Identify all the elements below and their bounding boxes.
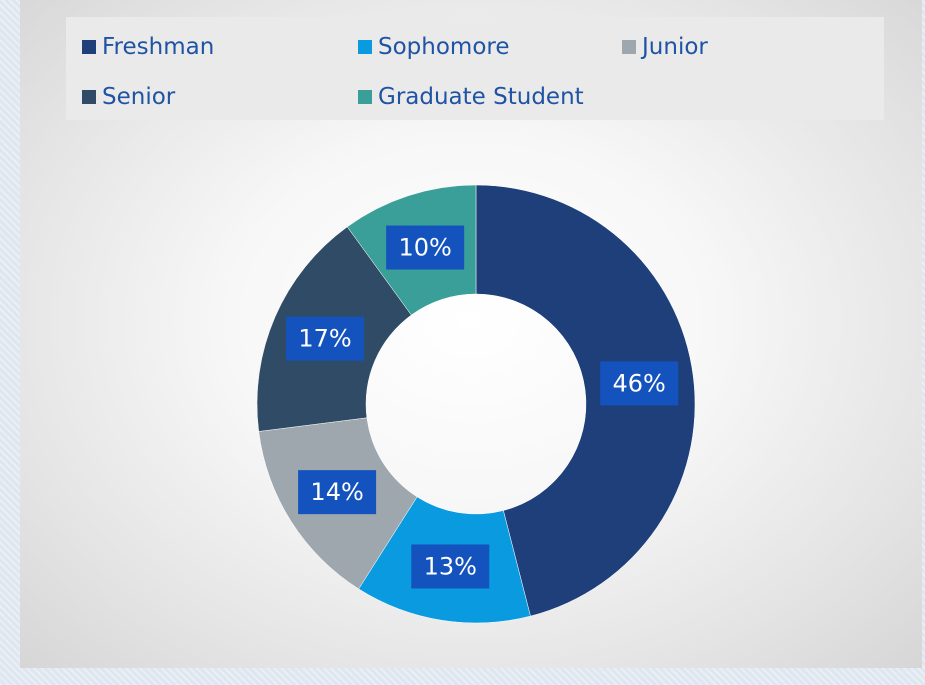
donut-slice-freshman <box>475 184 696 617</box>
legend-label-sophomore: Sophomore <box>378 34 510 60</box>
legend-swatch-senior <box>82 90 96 104</box>
data-label-text-graduate-student: 10% <box>398 234 451 262</box>
legend-item-junior: Junior <box>622 32 708 62</box>
data-label-text-junior: 14% <box>310 478 363 506</box>
data-label-freshman: 46% <box>600 361 679 406</box>
data-label-sophomore: 13% <box>411 544 490 589</box>
data-label-text-freshman: 46% <box>613 369 666 397</box>
legend-item-sophomore: Sophomore <box>358 32 510 62</box>
data-label-graduate-student: 10% <box>386 225 465 270</box>
data-label-box-junior <box>298 470 377 515</box>
data-label-senior: 17% <box>286 316 365 361</box>
data-label-box-sophomore <box>411 544 490 589</box>
legend-label-freshman: Freshman <box>102 34 215 60</box>
data-label-text-senior: 17% <box>298 325 351 353</box>
legend-swatch-junior <box>622 40 636 54</box>
legend-label-graduate-student: Graduate Student <box>378 84 584 110</box>
legend-item-senior: Senior <box>82 82 175 112</box>
legend-swatch-sophomore <box>358 40 372 54</box>
data-label-text-sophomore: 13% <box>424 552 477 580</box>
legend-label-junior: Junior <box>642 34 708 60</box>
data-label-box-freshman <box>600 361 679 406</box>
chart-legend: Freshman Sophomore Junior Senior Graduat… <box>66 17 884 120</box>
legend-label-senior: Senior <box>102 84 176 110</box>
legend-item-graduate-student: Graduate Student <box>358 82 584 112</box>
legend-item-freshman: Freshman <box>82 32 214 62</box>
data-label-box-senior <box>286 316 365 361</box>
data-label-junior: 14% <box>298 470 377 515</box>
legend-swatch-freshman <box>82 40 96 54</box>
data-label-box-graduate-student <box>386 225 465 270</box>
legend-swatch-graduate-student <box>358 90 372 104</box>
